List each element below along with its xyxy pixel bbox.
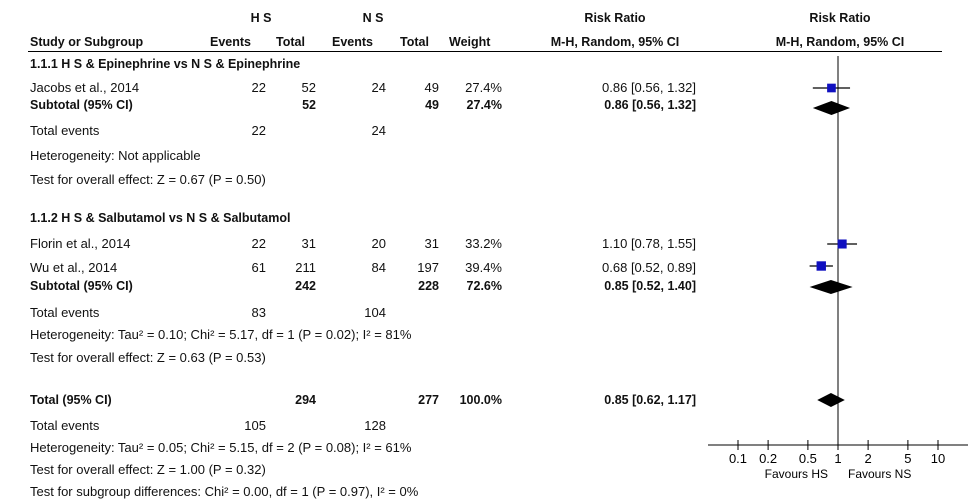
study-ci: 1.10 [0.78, 1.55] [602, 236, 696, 251]
risk-ratio-plot-header: Risk Ratio [809, 11, 871, 25]
study-weight: 39.4% [465, 260, 502, 275]
subtotal-weight: 72.6% [466, 279, 502, 293]
favours-left-label: Favours HS [765, 467, 828, 481]
study-total-hs: 211 [295, 260, 316, 275]
total-events-ns: 104 [364, 305, 386, 320]
subgroup-title: 1.1.1 H S & Epinephrine vs N S & Epineph… [30, 57, 301, 71]
subtotal-weight: 27.4% [466, 98, 502, 112]
total-events-ns: 24 [371, 123, 386, 138]
subtotal-ci: 0.85 [0.52, 1.40] [604, 279, 696, 293]
study-events-hs: 22 [251, 80, 266, 95]
total-events-label: Total events [30, 123, 100, 138]
subtotal-total-ns: 49 [425, 98, 439, 112]
total-events-hs: 105 [244, 418, 266, 433]
pooled-diamond [809, 280, 853, 294]
study-weight: 27.4% [465, 80, 502, 95]
study-events-hs: 61 [251, 260, 266, 275]
column-weight: Weight [449, 35, 491, 49]
subgroup-title: 1.1.2 H S & Salbutamol vs N S & Salbutam… [30, 211, 291, 225]
total-total-hs: 294 [295, 393, 316, 407]
favours-right-label: Favours NS [848, 467, 911, 481]
study-ci: 0.86 [0.56, 1.32] [602, 80, 696, 95]
study-ci: 0.68 [0.52, 0.89] [602, 260, 696, 275]
total-events-hs: 22 [251, 123, 266, 138]
x-tick-label: 0.2 [759, 451, 777, 466]
x-tick-label: 0.1 [729, 451, 747, 466]
total-total-ns: 277 [418, 393, 439, 407]
x-tick-label: 1 [834, 451, 841, 466]
study-events-hs: 22 [251, 236, 266, 251]
x-tick-label: 5 [904, 451, 911, 466]
header-rule [28, 51, 942, 52]
study-weight: 33.2% [465, 236, 502, 251]
study-events-ns: 20 [371, 236, 386, 251]
group-header-hs: H S [250, 11, 272, 25]
total-ci: 0.85 [0.62, 1.17] [604, 393, 696, 407]
subtotal-total-hs: 242 [295, 279, 316, 293]
subgroup-difference-text: Test for subgroup differences: Chi² = 0.… [30, 484, 419, 499]
subtotal-total-ns: 228 [418, 279, 439, 293]
group-header-ns: N S [362, 11, 384, 25]
study-name: Florin et al., 2014 [30, 236, 131, 251]
total-label: Total (95% CI) [30, 393, 112, 407]
study-total-ns: 49 [424, 80, 439, 95]
study-total-ns: 31 [424, 236, 439, 251]
column-method: M-H, Random, 95% CI [550, 35, 680, 49]
study-point-estimate [827, 83, 836, 93]
study-total-hs: 52 [301, 80, 316, 95]
study-name: Jacobs et al., 2014 [30, 80, 140, 95]
subtotal-total-hs: 52 [302, 98, 316, 112]
column-method-plot: M-H, Random, 95% CI [775, 35, 905, 49]
column-study: Study or Subgroup [30, 35, 144, 49]
heterogeneity-text: Heterogeneity: Tau² = 0.10; Chi² = 5.17,… [30, 327, 412, 342]
column-total-hs: Total [276, 35, 305, 49]
x-tick-label: 10 [931, 451, 945, 466]
risk-ratio-header: Risk Ratio [584, 11, 646, 25]
study-point-estimate [837, 239, 847, 249]
overall-effect-text: Test for overall effect: Z = 1.00 (P = 0… [30, 462, 266, 477]
x-tick-label: 2 [864, 451, 871, 466]
heterogeneity-text: Heterogeneity: Tau² = 0.05; Chi² = 5.15,… [30, 440, 412, 455]
subtotal-label: Subtotal (95% CI) [30, 98, 133, 112]
pooled-diamond [812, 101, 851, 115]
overall-effect-text: Test for overall effect: Z = 0.67 (P = 0… [30, 172, 266, 187]
total-events-hs: 83 [251, 305, 266, 320]
overall-effect-text: Test for overall effect: Z = 0.63 (P = 0… [30, 350, 266, 365]
column-total-ns: Total [400, 35, 429, 49]
subtotal-ci: 0.86 [0.56, 1.32] [604, 98, 696, 112]
study-name: Wu et al., 2014 [30, 260, 118, 275]
column-events-ns: Events [332, 35, 373, 49]
heterogeneity-text: Heterogeneity: Not applicable [30, 148, 201, 163]
pooled-diamond [817, 393, 845, 407]
total-events-label: Total events [30, 418, 100, 433]
study-total-ns: 197 [417, 260, 439, 275]
total-weight: 100.0% [459, 393, 502, 407]
total-events-label: Total events [30, 305, 100, 320]
study-point-estimate [816, 261, 826, 271]
total-events-ns: 128 [364, 418, 386, 433]
study-events-ns: 84 [371, 260, 386, 275]
x-tick-label: 0.5 [799, 451, 817, 466]
subtotal-label: Subtotal (95% CI) [30, 279, 133, 293]
column-events-hs: Events [210, 35, 251, 49]
study-events-ns: 24 [371, 80, 386, 95]
study-total-hs: 31 [301, 236, 316, 251]
